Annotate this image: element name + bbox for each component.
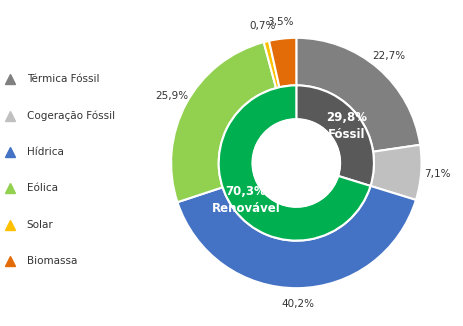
Text: 22,7%: 22,7% xyxy=(372,51,405,61)
Circle shape xyxy=(252,119,340,207)
Text: Biomassa: Biomassa xyxy=(27,256,77,266)
Wedge shape xyxy=(296,85,374,186)
Text: Eólica: Eólica xyxy=(27,184,58,193)
Text: 40,2%: 40,2% xyxy=(281,300,314,309)
Text: 29,8%
Fóssil: 29,8% Fóssil xyxy=(326,111,367,141)
Text: 3,5%: 3,5% xyxy=(268,17,294,27)
Text: Cogeração Fóssil: Cogeração Fóssil xyxy=(27,111,115,121)
Wedge shape xyxy=(370,145,421,200)
Wedge shape xyxy=(177,186,416,288)
Text: 7,1%: 7,1% xyxy=(424,169,450,179)
Wedge shape xyxy=(269,38,296,87)
Text: 70,3%
Renovável: 70,3% Renovável xyxy=(212,185,280,215)
Wedge shape xyxy=(264,41,279,88)
Text: 25,9%: 25,9% xyxy=(155,91,188,101)
Wedge shape xyxy=(296,38,420,152)
Wedge shape xyxy=(171,42,276,202)
Text: Solar: Solar xyxy=(27,220,53,230)
Text: 0,7%: 0,7% xyxy=(249,21,275,31)
Text: Térmica Fóssil: Térmica Fóssil xyxy=(27,74,99,84)
Wedge shape xyxy=(219,85,370,241)
Text: Hídrica: Hídrica xyxy=(27,147,63,157)
